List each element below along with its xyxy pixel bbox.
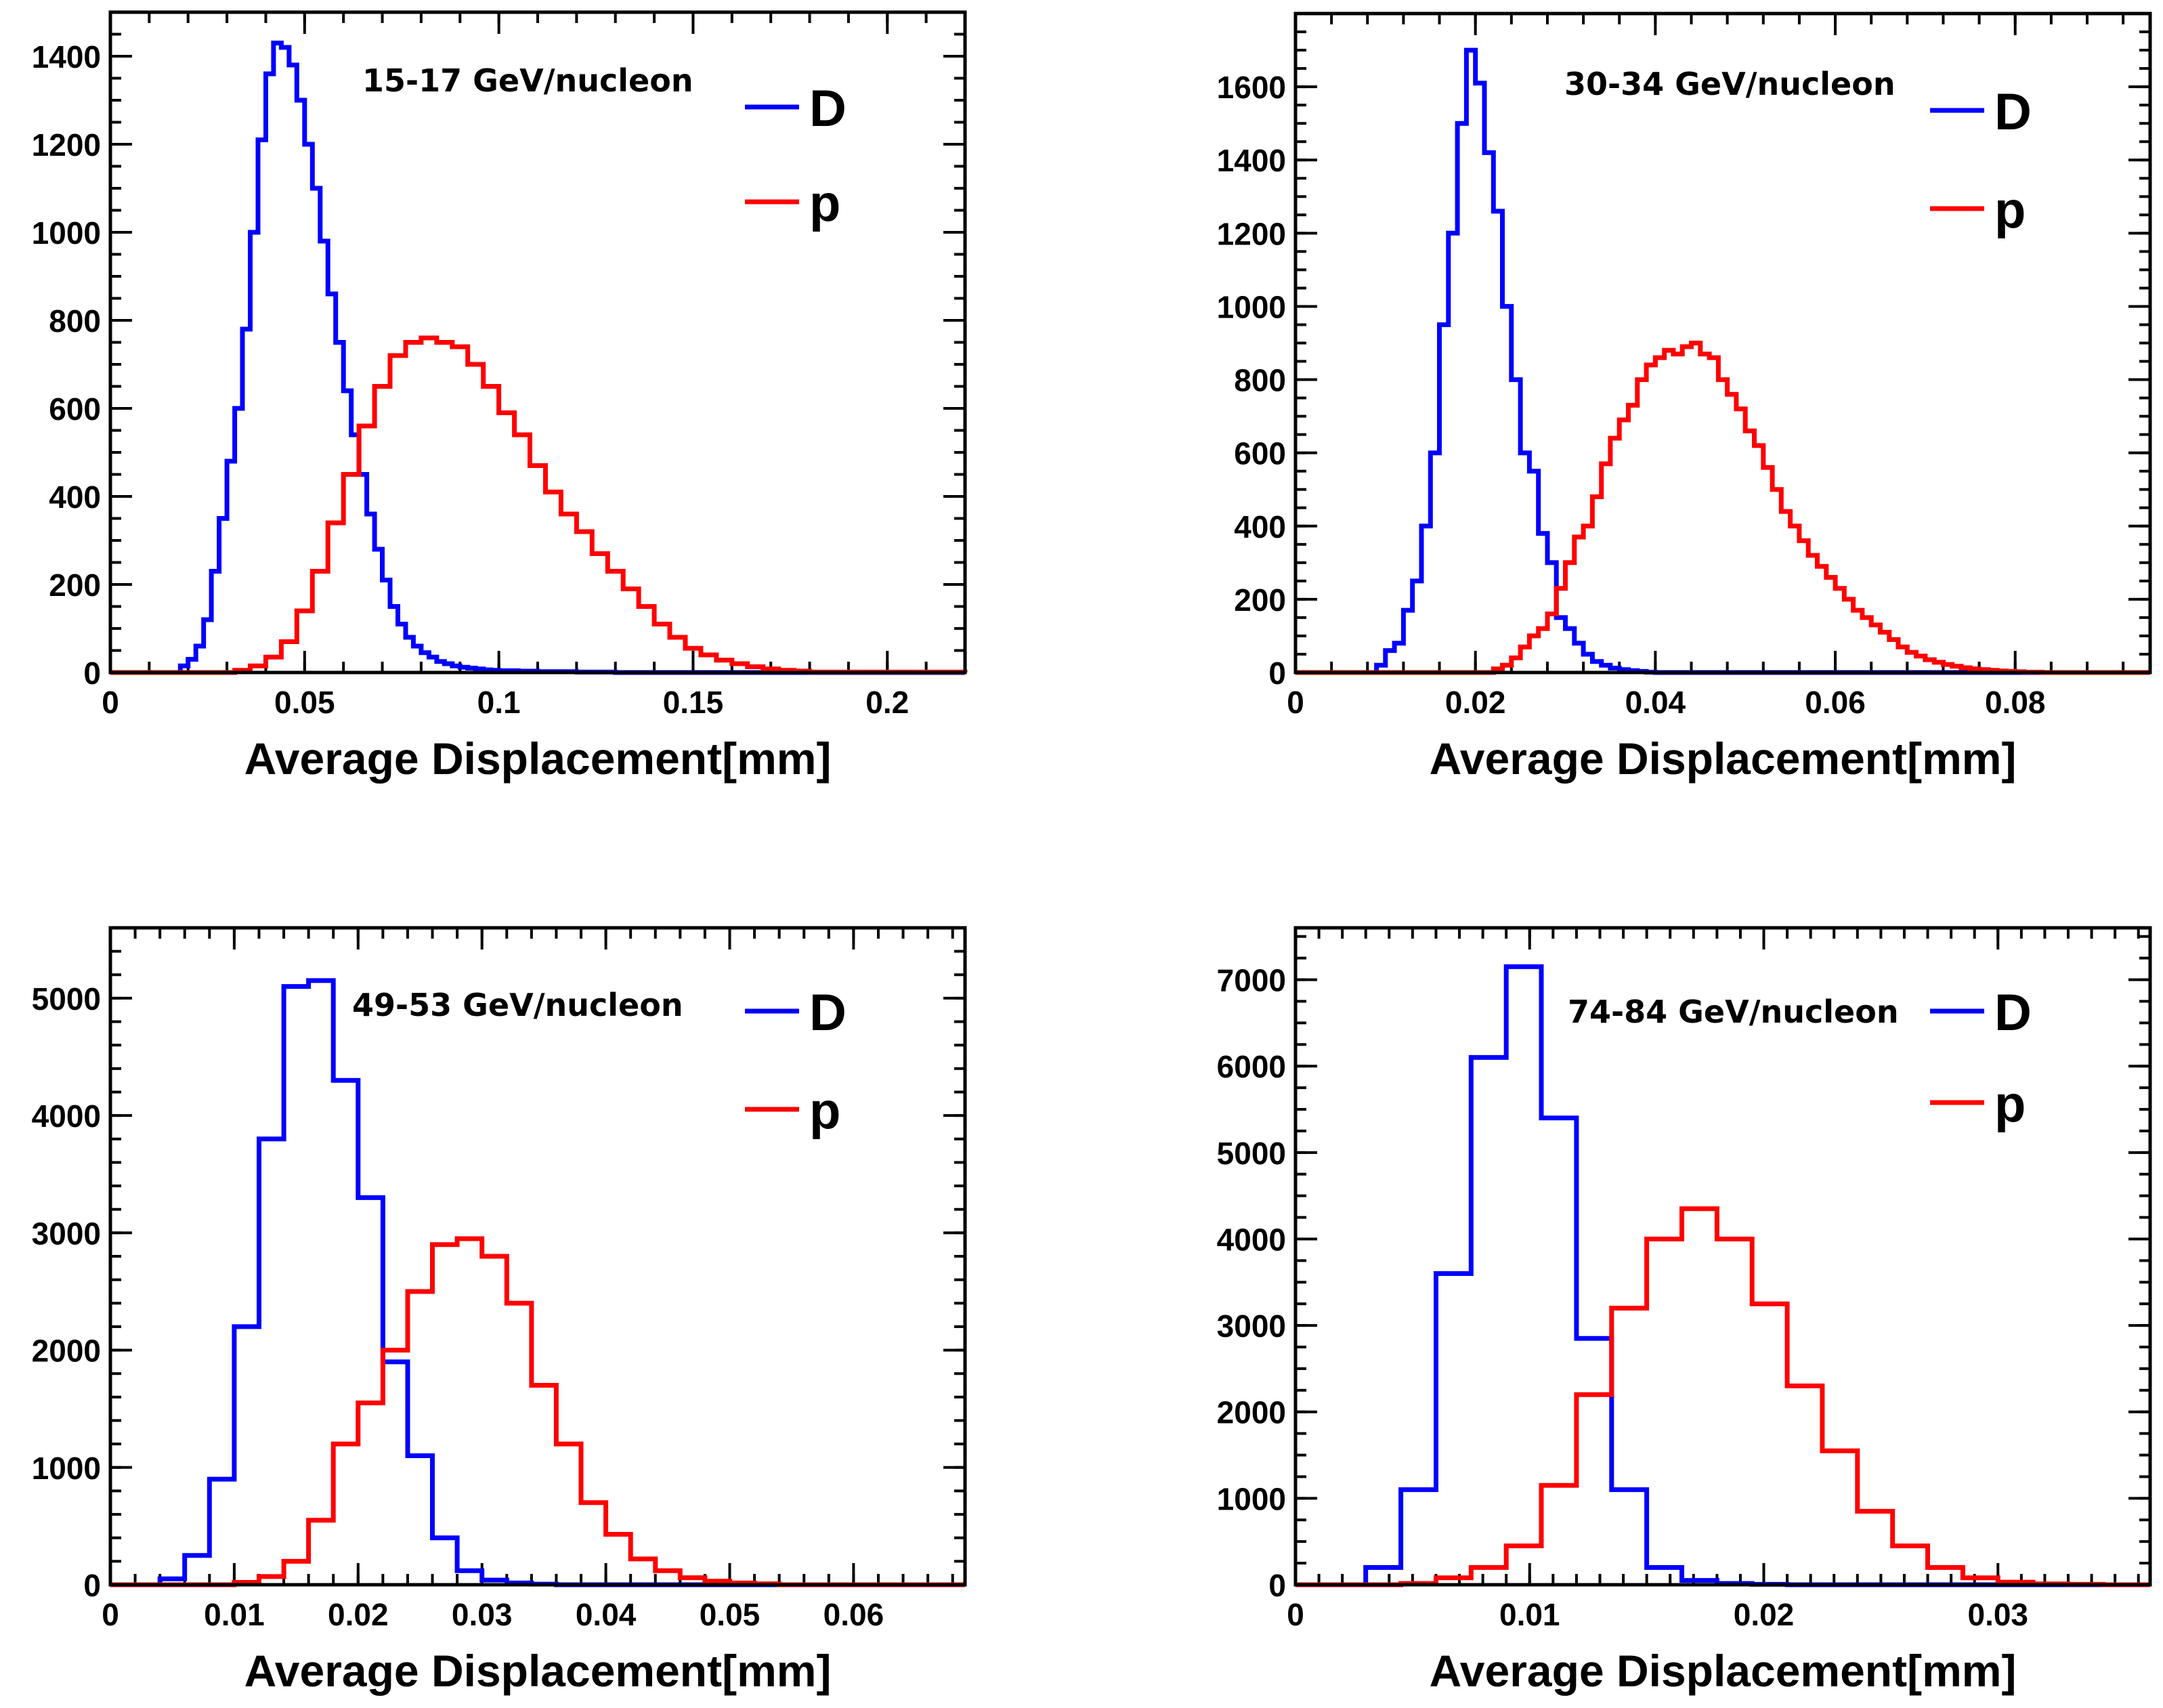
plot-frame [108, 10, 967, 675]
legend-label-p: p [1994, 1075, 2026, 1133]
energy-range-label: 30-34 GeV/nucleon [1564, 66, 1896, 102]
histogram-p [1295, 1206, 2150, 1587]
y-tick-label: 600 [1234, 436, 1286, 471]
x-axis-title: Average Displacement[mm] [244, 733, 832, 784]
x-tick-label: 0.02 [328, 1597, 389, 1632]
legend-label-D: D [1994, 83, 2032, 141]
y-tick-label: 7000 [1217, 963, 1286, 998]
y-tick-label: 200 [49, 568, 101, 603]
x-tick-label: 0.04 [1625, 685, 1686, 720]
x-tick-label: 0.01 [1499, 1597, 1560, 1632]
x-tick-label: 0.06 [1805, 685, 1866, 720]
y-tick-label: 1200 [32, 127, 101, 163]
y-tick-label: 1000 [1217, 1481, 1286, 1516]
y-tick-label: 1400 [1217, 143, 1286, 178]
y-tick-label: 2000 [32, 1333, 101, 1369]
legend-label-D: D [1994, 984, 2032, 1042]
legend-label-D: D [809, 80, 847, 137]
x-axis-title: Average Displacement[mm] [1430, 1646, 2017, 1696]
y-tick-label: 1000 [1217, 289, 1286, 324]
x-tick-label: 0 [102, 685, 119, 720]
x-tick-label: 0.06 [823, 1597, 884, 1632]
chart-panel-1: 0 0.05 0.1 0.15 0.2 0 200 400 600 800 1000 1200 1400… [32, 10, 968, 784]
energy-range-label: 49-53 GeV/nucleon [352, 987, 683, 1023]
chart-panel-2: 0 0.02 0.04 0.06 0.08 0 200 400 600 800 1000 1200 14… [1217, 12, 2152, 784]
y-tick-label: 800 [49, 303, 101, 339]
x-tick-label: 0 [102, 1597, 119, 1632]
y-tick-label: 3000 [32, 1216, 101, 1251]
x-tick-label: 0.1 [477, 685, 521, 720]
x-tick-label: 0.02 [1734, 1597, 1795, 1632]
y-tick-label: 400 [49, 479, 101, 515]
y-tick-label: 0 [83, 656, 101, 691]
energy-range-label: 15-17 GeV/nucleon [362, 62, 693, 99]
x-axis-title: Average Displacement[mm] [1430, 733, 2017, 784]
y-tick-label: 4000 [32, 1098, 101, 1134]
histogram-D [1295, 47, 2150, 675]
x-tick-label: 0.08 [1985, 685, 2046, 720]
plot-frame [1293, 12, 2152, 675]
histogram-D [172, 41, 965, 675]
y-tick-label: 200 [1234, 582, 1286, 618]
y-tick-label: 0 [83, 1568, 101, 1603]
y-tick-label: 1400 [32, 39, 101, 74]
chart-panel-3: 0 0.01 0.02 0.03 0.04 0.05 0.06 0 1000 2000 3000 40… [32, 926, 967, 1696]
histogram-p [110, 335, 968, 675]
energy-range-label: 74-84 GeV/nucleon [1568, 994, 1899, 1030]
y-tick-label: 600 [49, 391, 101, 427]
histogram-p [110, 1236, 965, 1587]
x-tick-label: 0.05 [700, 1597, 761, 1632]
y-tick-label: 0 [1268, 656, 1286, 691]
histogram-D [110, 978, 965, 1587]
x-tick-label: 0.01 [204, 1597, 265, 1632]
chart-panel-4: 0 0.01 0.02 0.03 0 1000 2000 3000 4000 5000 6000 70… [1217, 926, 2152, 1696]
histogram-D [1295, 964, 2150, 1587]
y-tick-label: 1200 [1217, 216, 1286, 251]
x-tick-label: 0.03 [1967, 1597, 2028, 1632]
y-tick-label: 5000 [1217, 1136, 1286, 1171]
x-axis-title: Average Displacement[mm] [244, 1646, 832, 1696]
histogram-p [1295, 341, 2150, 675]
y-tick-label: 2000 [1217, 1395, 1286, 1430]
y-tick-label: 6000 [1217, 1049, 1286, 1084]
y-tick-label: 4000 [1217, 1222, 1286, 1257]
x-tick-label: 0 [1287, 1597, 1304, 1632]
plot-frame [1293, 926, 2152, 1587]
legend-label-D: D [809, 984, 847, 1042]
y-tick-label: 1000 [32, 1451, 101, 1486]
x-tick-label: 0.02 [1445, 685, 1506, 720]
y-tick-label: 400 [1234, 509, 1286, 545]
plot-frame [108, 926, 967, 1587]
legend-label-p: p [809, 1082, 840, 1140]
y-tick-label: 0 [1268, 1568, 1286, 1603]
x-tick-label: 0 [1287, 685, 1304, 720]
y-tick-label: 1000 [32, 215, 101, 251]
y-tick-label: 5000 [32, 981, 101, 1017]
x-tick-label: 0.15 [663, 685, 724, 720]
y-tick-label: 3000 [1217, 1308, 1286, 1344]
y-tick-label: 800 [1234, 363, 1286, 398]
x-tick-label: 0.03 [452, 1597, 513, 1632]
x-tick-label: 0.05 [274, 685, 335, 720]
legend-label-p: p [809, 175, 840, 232]
legend-label-p: p [1994, 182, 2026, 239]
x-tick-label: 0.2 [865, 685, 909, 720]
y-tick-label: 1600 [1217, 70, 1286, 105]
x-tick-label: 0.04 [576, 1597, 637, 1632]
